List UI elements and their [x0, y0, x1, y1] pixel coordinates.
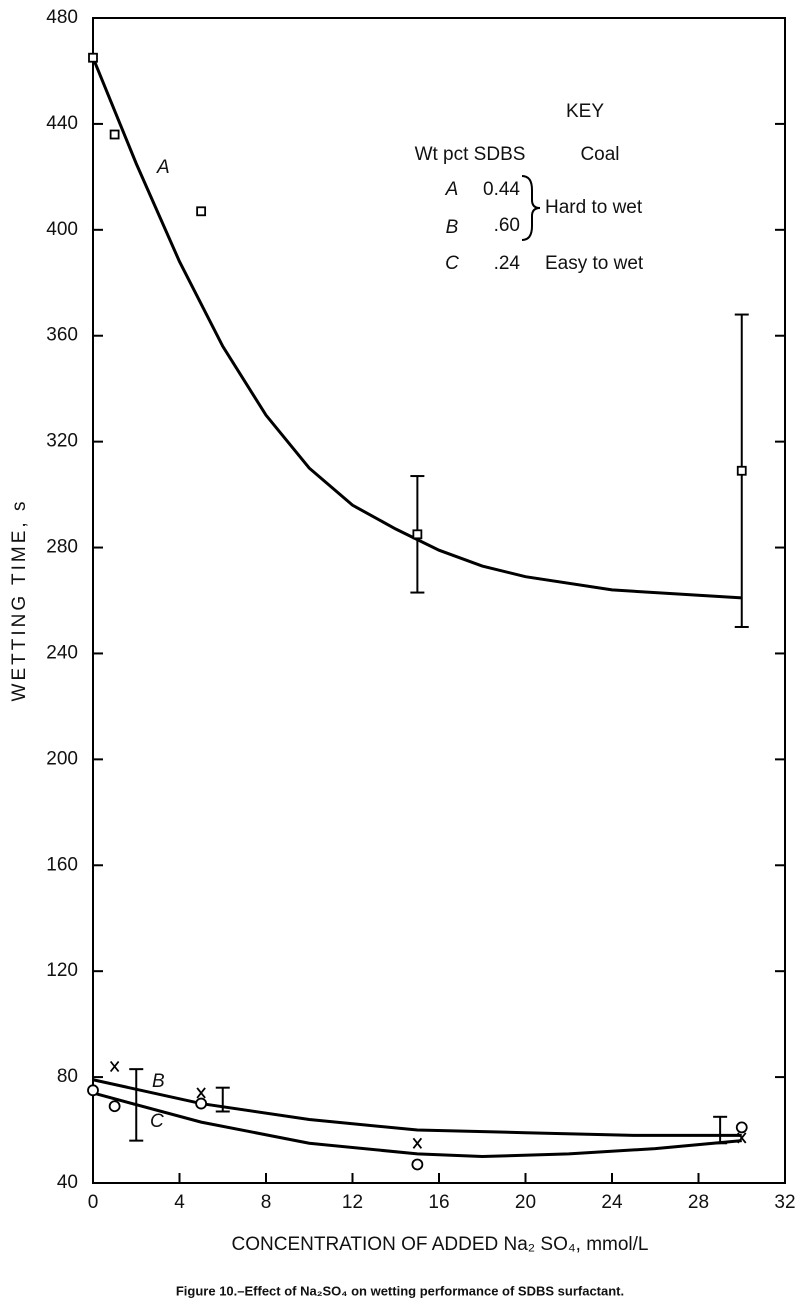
x-tick-label: 16: [428, 1192, 449, 1213]
y-tick-label: 160: [46, 854, 78, 875]
x-tick-label: 28: [688, 1192, 709, 1213]
plot-frame: [92, 17, 786, 1184]
marker: [412, 1137, 423, 1149]
x-tick-label: 32: [774, 1192, 795, 1213]
marker: [735, 1121, 748, 1134]
key-sdbs: 0.44: [483, 179, 520, 200]
y-tick-label: 80: [57, 1066, 78, 1087]
x-tick-label: 8: [261, 1192, 272, 1213]
marker: [412, 529, 423, 540]
key-sdbs: .24: [494, 253, 521, 274]
y-tick-label: 200: [46, 748, 78, 769]
fit-curve: [92, 1078, 742, 1137]
x-axis-label: CONCENTRATION OF ADDED Na₂ SO₄, mmol/L: [232, 1234, 649, 1255]
y-tick-label: 40: [57, 1172, 78, 1193]
error-bar: [215, 1086, 230, 1113]
x-tick-label: 20: [515, 1192, 536, 1213]
marker: [108, 1100, 121, 1113]
marker: [109, 1060, 120, 1073]
marker: [196, 206, 207, 217]
y-tick-label: 440: [46, 113, 78, 134]
x-tick-label: 24: [601, 1192, 623, 1213]
key-header: Coal: [580, 144, 619, 165]
key-letter: B: [446, 217, 459, 238]
key-sdbs: .60: [494, 215, 520, 236]
curve-label: A: [156, 157, 170, 178]
key-header: Wt pct SDBS: [415, 144, 526, 165]
caption: Figure 10.–Effect of Na₂SO₄ on wetting p…: [176, 1283, 624, 1298]
key-brace: [521, 175, 541, 241]
y-tick-label: 120: [46, 960, 78, 981]
key-title: KEY: [566, 101, 604, 122]
key-letter: A: [445, 179, 459, 200]
x-tick-label: 0: [88, 1192, 99, 1213]
y-tick-label: 240: [46, 642, 78, 663]
marker: [196, 1087, 206, 1099]
y-tick-label: 400: [46, 219, 78, 240]
key-coal: Easy to wet: [545, 253, 644, 274]
y-tick-label: 280: [46, 537, 78, 558]
curve-label: C: [150, 1111, 164, 1132]
marker: [88, 52, 98, 63]
y-tick-label: 320: [46, 431, 78, 452]
y-axis-label: WETTING TIME, s: [9, 499, 30, 702]
x-tick-label: 4: [174, 1192, 185, 1213]
x-tick-label: 12: [342, 1192, 363, 1213]
error-bar: [713, 1115, 728, 1145]
marker: [195, 1097, 208, 1110]
marker: [87, 1084, 99, 1097]
key-coal: Hard to wet: [545, 197, 643, 218]
fit-curve: [91, 57, 742, 600]
y-tick-label: 360: [46, 325, 78, 346]
y-tick-label: 480: [46, 7, 78, 28]
fit-curve: [92, 1091, 742, 1159]
marker: [109, 129, 120, 140]
key-letter: C: [445, 253, 459, 274]
marker: [736, 465, 747, 476]
curve-label: B: [152, 1071, 165, 1092]
marker: [411, 1158, 424, 1171]
